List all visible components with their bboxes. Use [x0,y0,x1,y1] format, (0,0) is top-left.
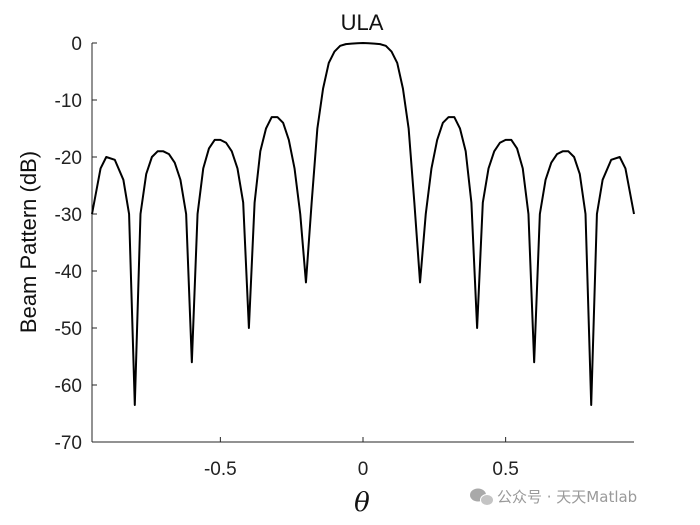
y-tick-label: -30 [55,205,82,226]
y-tick-label: -10 [55,91,82,112]
y-tick-label: -20 [55,148,82,169]
y-ticks: 0 -10 -20 -30 -40 -50 -60 -70 [55,34,97,454]
watermark: 公众号 · 天天Matlab [470,488,637,506]
x-ticks: -0.5 0 0.5 [204,437,519,480]
y-tick-label: -60 [55,376,82,397]
y-tick-label: -40 [55,262,82,283]
chart-title: ULA [341,10,384,35]
y-tick-label: -70 [55,433,82,454]
wechat-icon [470,488,494,506]
y-tick-label: -50 [55,319,82,340]
y-axis-label: Beam Pattern (dB) [16,151,41,333]
beam-pattern-line [91,42,635,406]
x-tick-label: -0.5 [204,459,237,480]
watermark-text: 公众号 · 天天Matlab [497,488,637,506]
x-tick-label: 0 [358,459,369,480]
x-tick-label: 0.5 [492,459,518,480]
y-axis: 0 -10 -20 -30 -40 -50 -60 -70 [55,34,97,454]
y-tick-label: 0 [71,34,82,55]
x-axis-label: θ [354,488,370,518]
x-axis: -0.5 0 0.5 [92,437,634,480]
